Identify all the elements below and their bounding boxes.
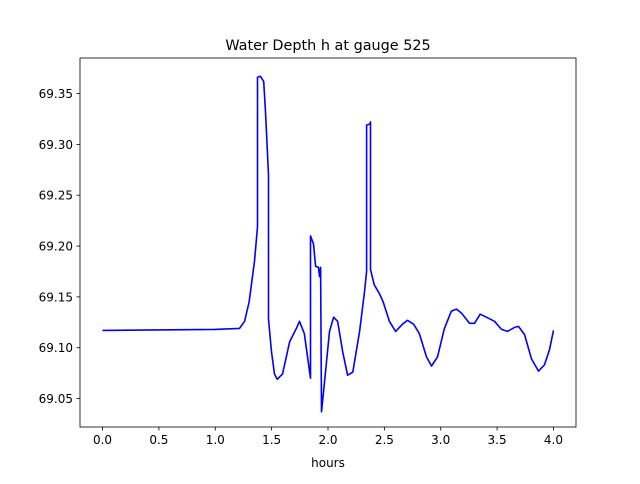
y-tick-label: 69.10 [39,341,73,355]
y-tick-label: 69.20 [39,240,73,254]
x-axis-label: hours [311,456,345,470]
x-tick-label: 1.0 [206,433,225,447]
y-tick-label: 69.30 [39,138,73,152]
y-tick-label: 69.15 [39,290,73,304]
axes-frame [79,57,577,428]
y-axis-ticks: 69.05 69.10 69.15 69.20 69.25 69.30 69.35 [39,87,80,406]
x-tick-label: 0.0 [93,433,112,447]
x-tick-label: 2.0 [318,433,337,447]
x-tick-label: 0.5 [149,433,168,447]
chart-title: Water Depth h at gauge 525 [225,38,430,54]
x-tick-label: 4.0 [544,433,563,447]
x-tick-label: 3.0 [431,433,450,447]
x-tick-label: 2.5 [375,433,394,447]
y-tick-label: 69.05 [39,392,73,406]
x-axis-ticks: 0.0 0.5 1.0 1.5 2.0 2.5 3.0 3.5 4.0 [93,427,563,447]
series-group [102,75,555,413]
y-tick-label: 69.25 [39,189,73,203]
x-tick-label: 3.5 [488,433,507,447]
x-tick-label: 1.5 [262,433,281,447]
y-tick-label: 69.35 [39,87,73,101]
series-line-h [102,75,555,413]
